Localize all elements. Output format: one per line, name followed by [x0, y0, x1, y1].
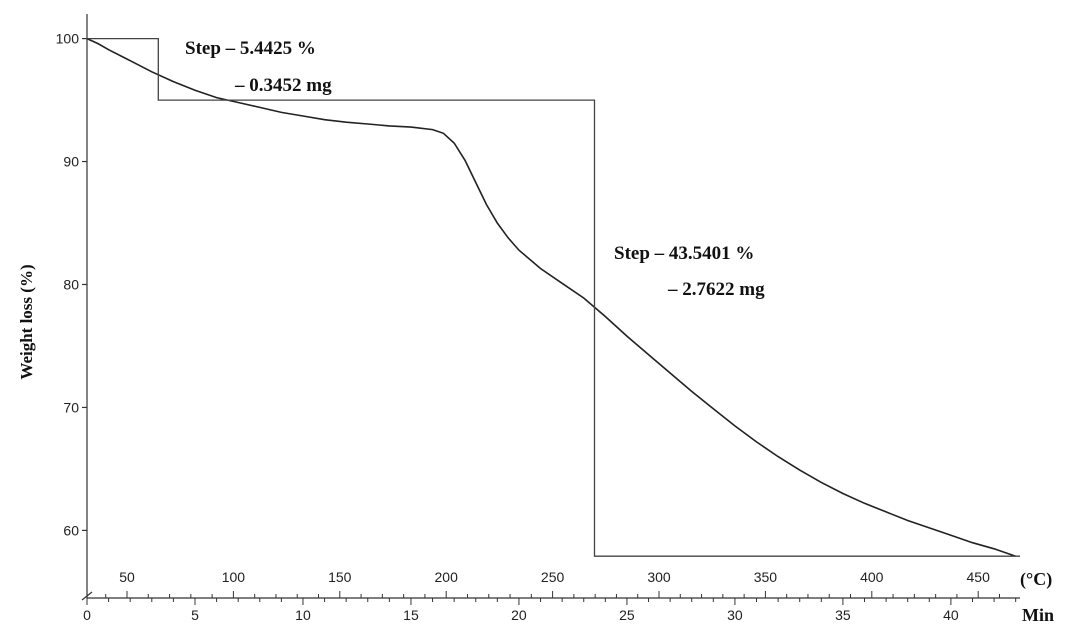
- x-axis-label: Min: [1022, 605, 1054, 625]
- x-axis-group: [81, 591, 1020, 601]
- step-bar-line: [87, 37, 1020, 557]
- x-axis-break-mark: [81, 591, 93, 601]
- step2-annotation-line1: Step – 43.5401 %: [614, 243, 754, 264]
- tga-weight-curve: [86, 37, 1016, 557]
- y-axis-label: Weight loss (%): [17, 264, 36, 379]
- temperature-ticks: 50 100 150 200 250 300 350 400 450: [105, 569, 1000, 598]
- temp-tick-label: 450: [967, 569, 991, 585]
- temp-tick-label: 150: [328, 569, 352, 585]
- y-tick-label: 70: [63, 399, 79, 415]
- y-tick-label: 60: [63, 522, 79, 538]
- temp-tick-label: 300: [647, 569, 671, 585]
- x-tick-label: 35: [835, 607, 851, 623]
- x-tick-label: 30: [727, 607, 743, 623]
- x-tick-label: 0: [83, 607, 91, 623]
- temp-tick-label: 350: [754, 569, 778, 585]
- x-tick-label: 25: [619, 607, 635, 623]
- step1-annotation-line2: – 0.3452 mg: [234, 75, 332, 96]
- temperature-unit-label: (°C): [1020, 569, 1052, 590]
- x-ticks: 0 5 10 15 20 25 30 35 40: [83, 598, 1017, 623]
- temp-tick-label: 200: [435, 569, 459, 585]
- y-tick-label: 80: [63, 276, 79, 292]
- y-tick-label: 100: [56, 31, 80, 47]
- x-tick-label: 15: [403, 607, 419, 623]
- x-tick-label: 20: [511, 607, 527, 623]
- y-tick-label: 90: [63, 154, 79, 170]
- x-tick-label: 10: [295, 607, 311, 623]
- temp-tick-label: 250: [541, 569, 565, 585]
- y-ticks: 60 70 80 90 100: [56, 31, 87, 538]
- temp-tick-label: 50: [119, 569, 135, 585]
- step2-annotation-line2: – 2.7622 mg: [667, 279, 765, 300]
- step1-annotation-line1: Step – 5.4425 %: [185, 38, 316, 59]
- x-tick-label: 5: [191, 607, 199, 623]
- x-tick-label: 40: [943, 607, 959, 623]
- temp-tick-label: 100: [222, 569, 246, 585]
- series-layer: [86, 37, 1020, 557]
- temp-tick-label: 400: [860, 569, 884, 585]
